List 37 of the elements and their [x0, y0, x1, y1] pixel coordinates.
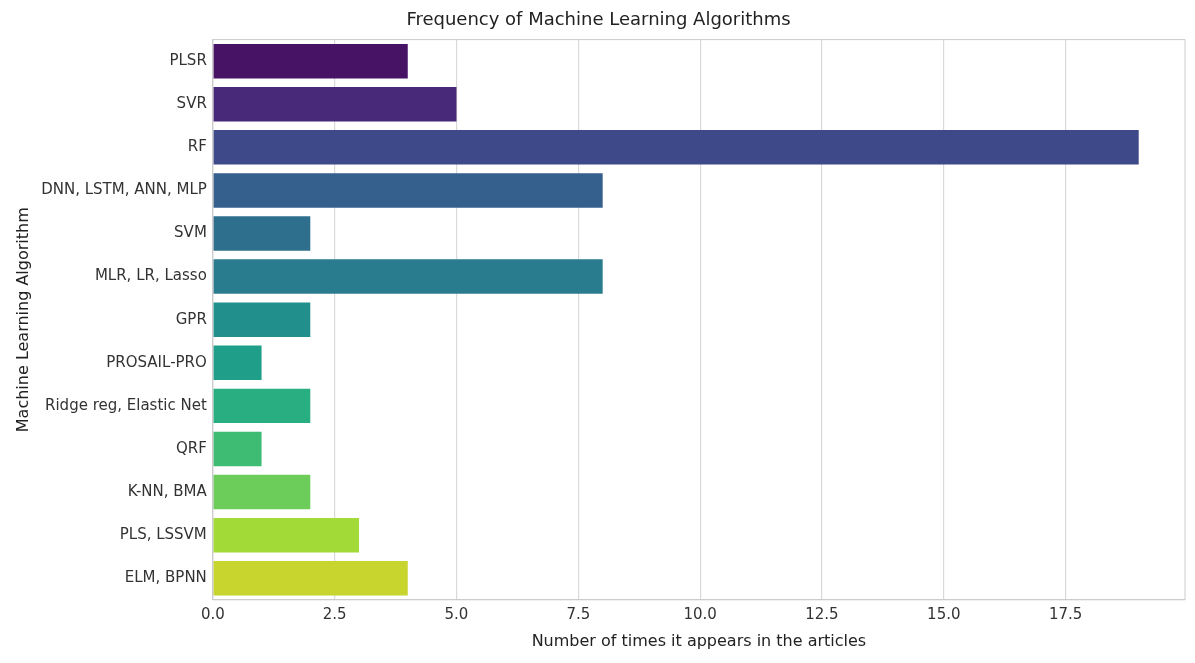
x-tick-label: 15.0	[927, 604, 961, 623]
y-tick-label: PLS, LSSVM	[119, 525, 207, 544]
x-tick-label: 10.0	[683, 604, 717, 623]
x-tick-label: 0.0	[200, 604, 225, 623]
x-tick-label: 17.5	[1048, 604, 1083, 623]
bar	[213, 216, 311, 251]
y-tick-label: PLSR	[169, 51, 207, 70]
y-tick-label: SVR	[176, 94, 207, 113]
y-tick-label: GPR	[175, 309, 207, 328]
bar	[213, 43, 408, 79]
bar	[213, 173, 603, 208]
y-tick-label: DNN, LSTM, ANN, MLP	[41, 180, 207, 199]
bar	[213, 561, 408, 596]
x-tick-label: 5.0	[444, 604, 469, 623]
x-tick-label: 7.5	[566, 604, 591, 623]
y-tick-label: RF	[187, 137, 207, 156]
bar	[213, 259, 603, 294]
bar	[213, 388, 311, 424]
bar	[213, 130, 1139, 165]
x-axis-title: Number of times it appears in the articles	[531, 630, 867, 650]
x-tick-label: 2.5	[322, 604, 347, 623]
y-tick-label: PROSAIL-PRO	[106, 352, 207, 371]
bar	[213, 474, 311, 510]
bar	[213, 302, 311, 337]
y-axis-title: Machine Learning Algorithm	[12, 207, 32, 433]
bar	[213, 345, 262, 381]
y-tick-label: ELM, BPNN	[124, 568, 207, 587]
y-tick-label: K-NN, BMA	[127, 481, 208, 500]
chart-title: Frequency of Machine Learning Algorithms	[406, 8, 791, 30]
y-tick-label: MLR, LR, Lasso	[94, 266, 207, 285]
bar	[213, 517, 360, 553]
y-tick-label: SVM	[174, 223, 207, 242]
bar	[213, 87, 457, 122]
bar	[213, 431, 262, 467]
y-tick-label: Ridge reg, Elastic Net	[45, 395, 207, 414]
x-tick-label: 12.5	[805, 604, 839, 623]
y-tick-label: QRF	[175, 438, 207, 457]
